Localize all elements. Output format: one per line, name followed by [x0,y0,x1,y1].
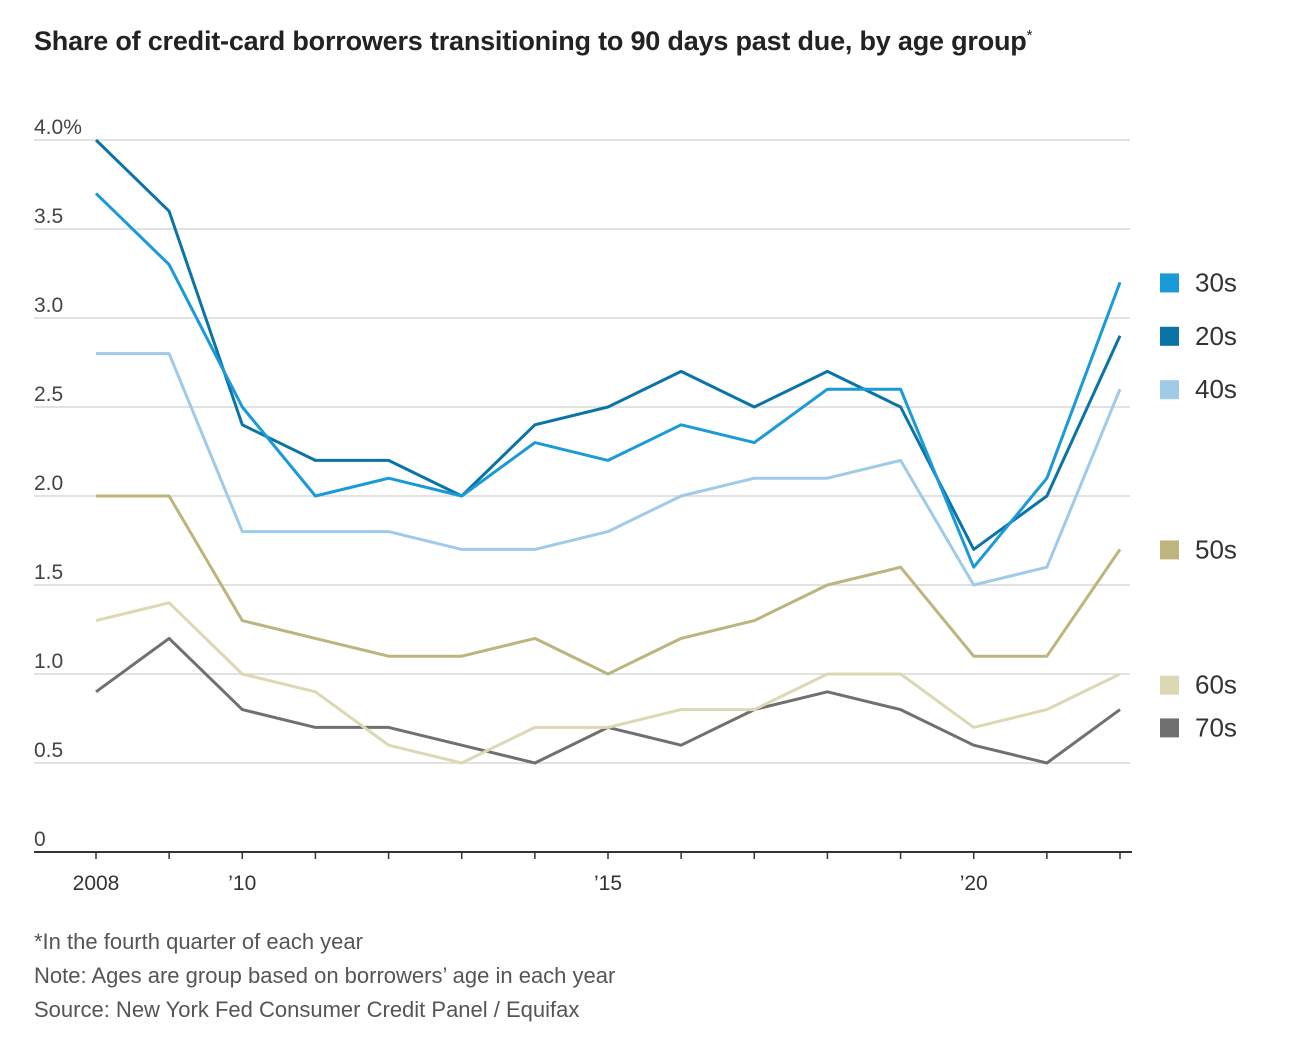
series-line-40s [96,352,1122,587]
legend-swatch-20s [1160,326,1179,346]
x-axis: 2008 ’10 ’15 ’20 [34,851,1132,895]
legend-label-70s: 70s [1195,712,1237,742]
series-line-50s [96,494,1122,676]
y-tick-label: 1.0 [34,650,63,673]
x-tick-label: ’15 [594,872,622,895]
series-lines [94,138,1122,765]
title-asterisk: * [1026,27,1033,44]
legend-label-40s: 40s [1195,374,1237,404]
y-tick-label: 4.0% [34,116,82,139]
x-tick-label: ’10 [228,872,256,895]
gridlines [34,139,1130,764]
legend: 70s 60s 50s 40s 20s 30s [1160,267,1237,742]
source-text: Source: New York Fed Consumer Credit Pan… [34,997,580,1022]
legend-label-20s: 20s [1195,321,1237,351]
y-tick-label: 2.0 [34,472,63,495]
footnote: *In the fourth quarter of each year [34,929,363,954]
series-line-60s [95,601,1121,765]
chart-title: Share of credit-card borrowers transitio… [34,26,1032,57]
chart-title-text: Share of credit-card borrowers transitio… [34,26,1027,56]
y-tick-label: 0 [34,828,46,851]
legend-swatch-30s [1160,273,1179,293]
y-axis-ticks: 0 0.5 1.0 1.5 2.0 2.5 3.0 3.5 4.0% [34,116,82,851]
series-line-30s [94,192,1122,569]
y-tick-label: 0.5 [34,739,63,762]
y-tick-label: 1.5 [34,561,63,584]
legend-swatch-50s [1160,540,1179,560]
legend-swatch-40s [1160,380,1179,400]
x-tick-label: 2008 [73,872,120,895]
legend-swatch-70s [1160,718,1179,738]
legend-label-50s: 50s [1195,534,1237,564]
line-chart: 0 0.5 1.0 1.5 2.0 2.5 3.0 3.5 4.0% 2008 ’10 ’15 ’20… [34,116,1237,895]
series-line-20s [94,138,1122,551]
legend-label-60s: 60s [1195,670,1237,700]
y-tick-label: 2.5 [34,383,63,406]
legend-swatch-60s [1160,675,1179,695]
y-tick-label: 3.5 [34,205,63,228]
legend-label-30s: 30s [1195,267,1237,297]
note-text: Note: Ages are group based on borrowers’… [34,963,616,988]
series-line-70s [95,636,1121,765]
x-tick-label: ’20 [960,872,988,895]
chart-notes: *In the fourth quarter of each year Note… [34,925,615,1027]
y-tick-label: 3.0 [34,294,63,317]
